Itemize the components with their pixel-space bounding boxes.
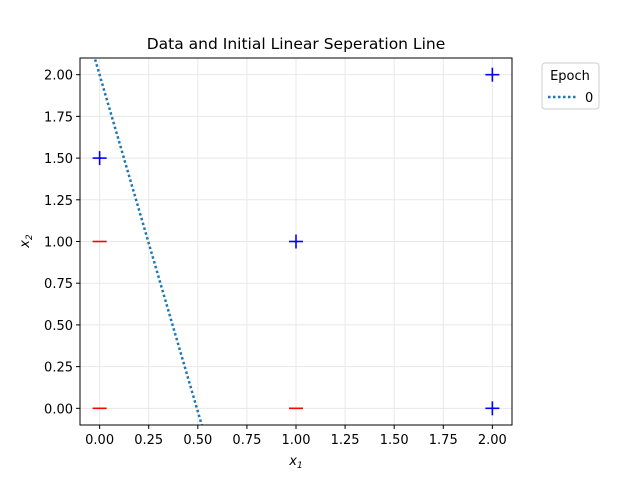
x-tick-label: 1.50 bbox=[380, 433, 409, 448]
x-tick-label: 2.00 bbox=[478, 433, 507, 448]
y-tick-label: 1.00 bbox=[44, 236, 73, 251]
y-tick-label: 1.75 bbox=[44, 110, 73, 125]
y-tick-label: 0.25 bbox=[44, 361, 73, 376]
separation-lines bbox=[93, 58, 203, 425]
x-tick-label: 1.00 bbox=[282, 433, 311, 448]
legend-box bbox=[541, 62, 600, 110]
x-axis-label-subscript: 1 bbox=[297, 461, 303, 471]
chart-title: Data and Initial Linear Seperation Line bbox=[147, 35, 445, 53]
separation-line-epoch-0 bbox=[93, 58, 203, 425]
y-tick-label: 1.50 bbox=[44, 152, 73, 167]
y-tick-label: 0.00 bbox=[44, 402, 73, 417]
y-tick-label: 0.50 bbox=[44, 319, 73, 334]
x-tick-label: 0.50 bbox=[183, 433, 212, 448]
plus-marker bbox=[92, 151, 107, 166]
y-axis-label: x2 bbox=[18, 234, 35, 249]
plus-marker bbox=[485, 401, 500, 416]
x-axis-ticks: 0.00 0.25 0.50 0.75 1.00 1.25 1.50 1.75 2.00 bbox=[85, 425, 507, 448]
legend: Epoch 0 bbox=[541, 62, 600, 110]
x-axis-label: x1 bbox=[288, 454, 302, 471]
y-axis-ticks: 0.00 0.25 0.50 0.75 1.00 1.25 1.50 1.75 2.00 bbox=[44, 69, 80, 417]
plus-marker bbox=[485, 67, 500, 82]
x-tick-label: 0.75 bbox=[232, 433, 261, 448]
data-points bbox=[92, 67, 500, 416]
legend-entry-label: 0 bbox=[585, 91, 593, 106]
legend-title: Epoch bbox=[550, 69, 590, 84]
y-tick-label: 1.25 bbox=[44, 194, 73, 209]
plus-marker bbox=[289, 234, 303, 249]
x-tick-label: 1.75 bbox=[429, 433, 458, 448]
y-tick-label: 2.00 bbox=[44, 69, 73, 84]
x-tick-label: 1.25 bbox=[331, 433, 360, 448]
x-tick-label: 0.25 bbox=[134, 433, 163, 448]
y-axis-label-subscript: 2 bbox=[25, 234, 35, 240]
x-tick-label: 0.00 bbox=[85, 433, 114, 448]
y-tick-label: 0.75 bbox=[44, 277, 73, 292]
